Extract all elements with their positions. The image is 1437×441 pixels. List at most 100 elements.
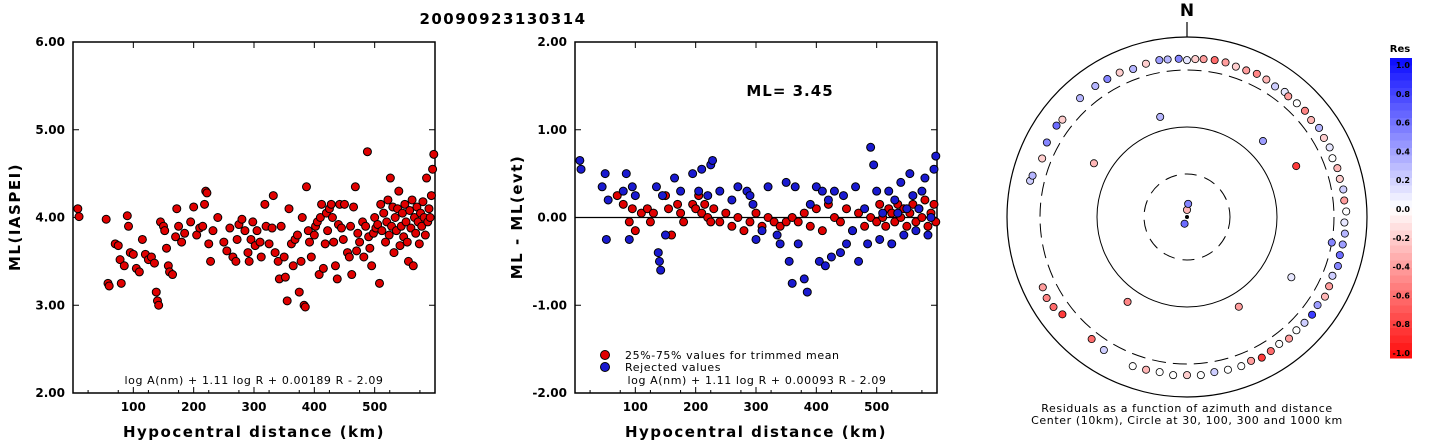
data-point <box>390 213 400 222</box>
data-point <box>172 204 182 214</box>
colorbar-segment <box>1390 268 1412 276</box>
colorbar-segment <box>1390 313 1412 321</box>
y-tick-label: 6.00 <box>35 35 65 49</box>
north-label: N <box>1180 1 1194 21</box>
colorbar-segment <box>1390 298 1412 306</box>
data-point <box>908 191 918 201</box>
data-point <box>219 237 229 247</box>
legend-entry: 25%-75% values for trimmed mean <box>625 349 840 362</box>
data-point <box>709 204 719 214</box>
data-points <box>575 142 941 297</box>
data-point <box>428 164 438 174</box>
data-point <box>781 217 791 227</box>
residual-point <box>1155 56 1164 65</box>
colorbar-segment <box>1390 125 1412 134</box>
data-point <box>420 230 430 240</box>
data-point <box>379 208 389 218</box>
colorbar-segment <box>1390 185 1412 194</box>
data-point <box>811 182 821 192</box>
residual-point <box>1335 251 1344 260</box>
y-tick-label: -1.00 <box>532 298 567 312</box>
data-point <box>349 202 359 212</box>
data-point <box>383 195 393 205</box>
y-tick-labels: 2.00 3.00 4.00 5.00 6.00 <box>35 35 65 400</box>
data-point <box>781 177 791 187</box>
data-point <box>790 182 800 192</box>
data-point <box>232 234 242 244</box>
data-point <box>576 164 586 174</box>
data-point <box>425 213 435 222</box>
y-tick-labels: -2.00 -1.00 0.00 1.00 2.00 <box>532 35 567 400</box>
data-point <box>213 213 223 222</box>
y-axis-label: ML(IASPEI) <box>6 163 24 271</box>
distance-circle-100km <box>1096 126 1278 308</box>
data-point <box>288 261 298 271</box>
data-point <box>128 249 138 259</box>
colorbar-segment <box>1390 65 1412 74</box>
data-point <box>355 237 365 247</box>
colorbar-label: -0.2 <box>1393 234 1411 243</box>
data-point <box>817 186 827 196</box>
data-point <box>911 217 921 227</box>
data-point <box>359 252 369 262</box>
data-point <box>715 186 725 196</box>
data-point <box>929 164 939 174</box>
residual-point <box>1103 75 1112 84</box>
colorbar-segment <box>1390 163 1412 171</box>
data-point <box>270 248 280 258</box>
residual-point <box>1180 219 1189 228</box>
data-point <box>745 217 755 227</box>
data-point <box>202 188 212 198</box>
residual-point <box>1234 302 1243 311</box>
colorbar-segment <box>1390 245 1412 254</box>
data-point <box>775 221 785 231</box>
data-point <box>401 217 411 227</box>
data-point <box>805 221 815 231</box>
colorbar-labels: 1.0 0.8 0.6 0.4 0.2 0.0 -0.2 -0.4 -0.6 -… <box>1393 61 1411 358</box>
colorbar-label: 0.2 <box>1396 176 1410 185</box>
data-point <box>811 204 821 214</box>
data-point <box>381 237 391 247</box>
colorbar-segment <box>1390 193 1412 201</box>
residual-point <box>1087 335 1096 344</box>
data-point <box>727 195 737 205</box>
data-point <box>122 211 132 221</box>
data-point <box>329 237 339 247</box>
colorbar-segment <box>1390 335 1412 344</box>
data-point <box>618 199 628 209</box>
caption-line-2: Center (10km), Circle at 30, 100, 300 an… <box>1031 414 1343 427</box>
residual-point <box>1308 310 1317 319</box>
data-point <box>385 173 395 183</box>
data-point <box>151 287 161 297</box>
data-point <box>365 243 375 253</box>
residual-point <box>1028 171 1037 180</box>
ml-residual-vs-distance-chart: 100 200 300 400 500 -2.00 -1.00 0.00 1.0… <box>508 35 941 441</box>
data-point <box>273 256 283 266</box>
colorbar-label: -1.0 <box>1393 349 1411 358</box>
colorbar <box>1390 58 1412 359</box>
page-title: 20090923130314 <box>419 10 586 28</box>
colorbar-title: Res <box>1390 44 1410 55</box>
data-point <box>763 213 773 222</box>
data-point <box>733 213 743 222</box>
x-tick-labels: 100 200 300 400 500 <box>121 400 387 414</box>
data-point <box>890 217 900 227</box>
data-point <box>344 252 354 262</box>
data-point <box>361 221 371 231</box>
data-point <box>636 208 646 218</box>
data-point <box>411 228 421 238</box>
residual-point <box>1258 137 1267 146</box>
data-point <box>688 169 698 179</box>
residual-point <box>1183 371 1192 380</box>
residual-point <box>1129 65 1138 74</box>
data-point <box>727 221 737 231</box>
colorbar-segment <box>1390 260 1412 269</box>
data-point <box>243 248 253 258</box>
data-point <box>186 217 196 227</box>
residual-point <box>1300 318 1309 327</box>
data-point <box>255 237 265 247</box>
data-point <box>200 199 210 209</box>
residual-point <box>1049 303 1058 312</box>
data-point <box>878 208 888 218</box>
